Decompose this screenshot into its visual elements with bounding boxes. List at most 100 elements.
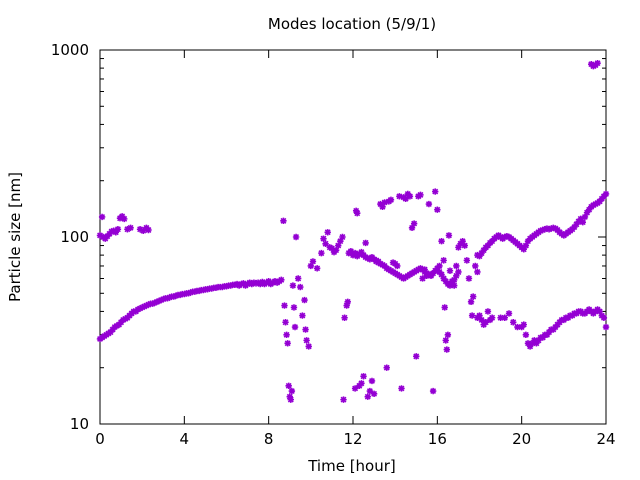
data-point	[136, 226, 144, 233]
data-point	[594, 59, 601, 67]
data-point	[453, 262, 460, 270]
data-point	[143, 302, 150, 309]
data-point	[505, 310, 513, 317]
x-tick-label: 12	[343, 430, 362, 448]
data-point	[352, 207, 360, 215]
data-point	[141, 303, 148, 310]
data-point	[124, 226, 131, 233]
data-point	[577, 215, 584, 223]
x-tick-label: 0	[95, 430, 105, 448]
data-point	[579, 218, 587, 226]
data-point	[480, 246, 487, 254]
data-point	[370, 390, 378, 398]
data-point	[529, 340, 536, 347]
data-point	[360, 373, 367, 380]
data-point	[98, 213, 106, 221]
data-point	[285, 382, 292, 390]
data-point	[463, 257, 471, 264]
data-point	[387, 196, 395, 204]
data-point	[408, 224, 416, 231]
data-point	[482, 319, 490, 326]
data-point	[461, 242, 468, 249]
data-point	[176, 291, 184, 299]
data-point	[297, 283, 304, 291]
data-point	[166, 294, 173, 301]
data-point	[440, 275, 447, 282]
data-point	[585, 206, 593, 213]
data-point	[294, 275, 302, 282]
data-point	[602, 323, 610, 331]
data-point	[520, 321, 527, 328]
x-tick-label: 24	[596, 430, 615, 448]
data-point	[281, 302, 288, 309]
data-point	[455, 244, 462, 251]
data-point	[522, 331, 530, 338]
data-point	[362, 239, 369, 247]
data-point	[286, 393, 293, 400]
data-point	[442, 278, 449, 285]
data-point	[121, 215, 128, 223]
data-point	[413, 353, 420, 360]
data-point	[501, 233, 508, 241]
data-point	[398, 385, 405, 392]
data-point	[533, 340, 540, 347]
data-point	[488, 314, 496, 321]
data-point	[291, 323, 299, 331]
data-point	[539, 334, 546, 341]
data-point	[453, 272, 460, 280]
data-point	[358, 248, 365, 256]
data-point	[290, 304, 298, 311]
data-point	[474, 268, 481, 276]
data-point	[514, 323, 521, 331]
data-point	[383, 364, 390, 371]
data-point	[410, 220, 418, 227]
data-point	[465, 275, 473, 282]
axis-ticks: 0 4 8 12 16 20 24 10 100 1000	[51, 41, 616, 448]
data-point	[326, 244, 334, 251]
data-point	[283, 331, 290, 338]
data-point	[138, 304, 146, 311]
data-point	[583, 209, 591, 216]
data-point	[445, 232, 453, 239]
data-point	[476, 252, 483, 260]
data-point	[417, 191, 424, 199]
data-point	[377, 200, 384, 208]
data-point	[160, 295, 167, 303]
data-point	[164, 295, 171, 302]
data-point	[288, 387, 296, 395]
x-tick-label: 4	[180, 430, 190, 448]
data-point	[347, 247, 355, 255]
data-point	[309, 258, 317, 265]
data-point	[354, 210, 361, 217]
data-point	[145, 226, 152, 234]
data-point	[328, 245, 336, 252]
data-point	[172, 292, 180, 299]
data-point	[140, 227, 147, 234]
data-points	[96, 59, 610, 403]
data-point	[181, 290, 188, 298]
data-point	[278, 276, 285, 284]
data-point	[478, 249, 485, 257]
data-point	[573, 221, 580, 228]
data-point	[351, 385, 359, 392]
data-point	[531, 337, 538, 344]
data-point	[287, 396, 295, 403]
data-point	[434, 265, 441, 272]
data-point	[503, 232, 511, 240]
data-point	[455, 268, 462, 276]
data-point	[313, 265, 321, 272]
data-point	[282, 319, 289, 326]
data-point	[358, 380, 365, 387]
data-point	[468, 312, 476, 319]
data-point	[320, 235, 327, 242]
data-point	[394, 262, 401, 270]
data-point	[292, 233, 300, 241]
data-point	[112, 229, 120, 236]
data-point	[484, 308, 492, 315]
data-point	[402, 195, 409, 203]
data-point	[442, 337, 449, 344]
data-point	[343, 302, 350, 309]
data-point	[149, 300, 156, 307]
data-point	[526, 343, 534, 350]
